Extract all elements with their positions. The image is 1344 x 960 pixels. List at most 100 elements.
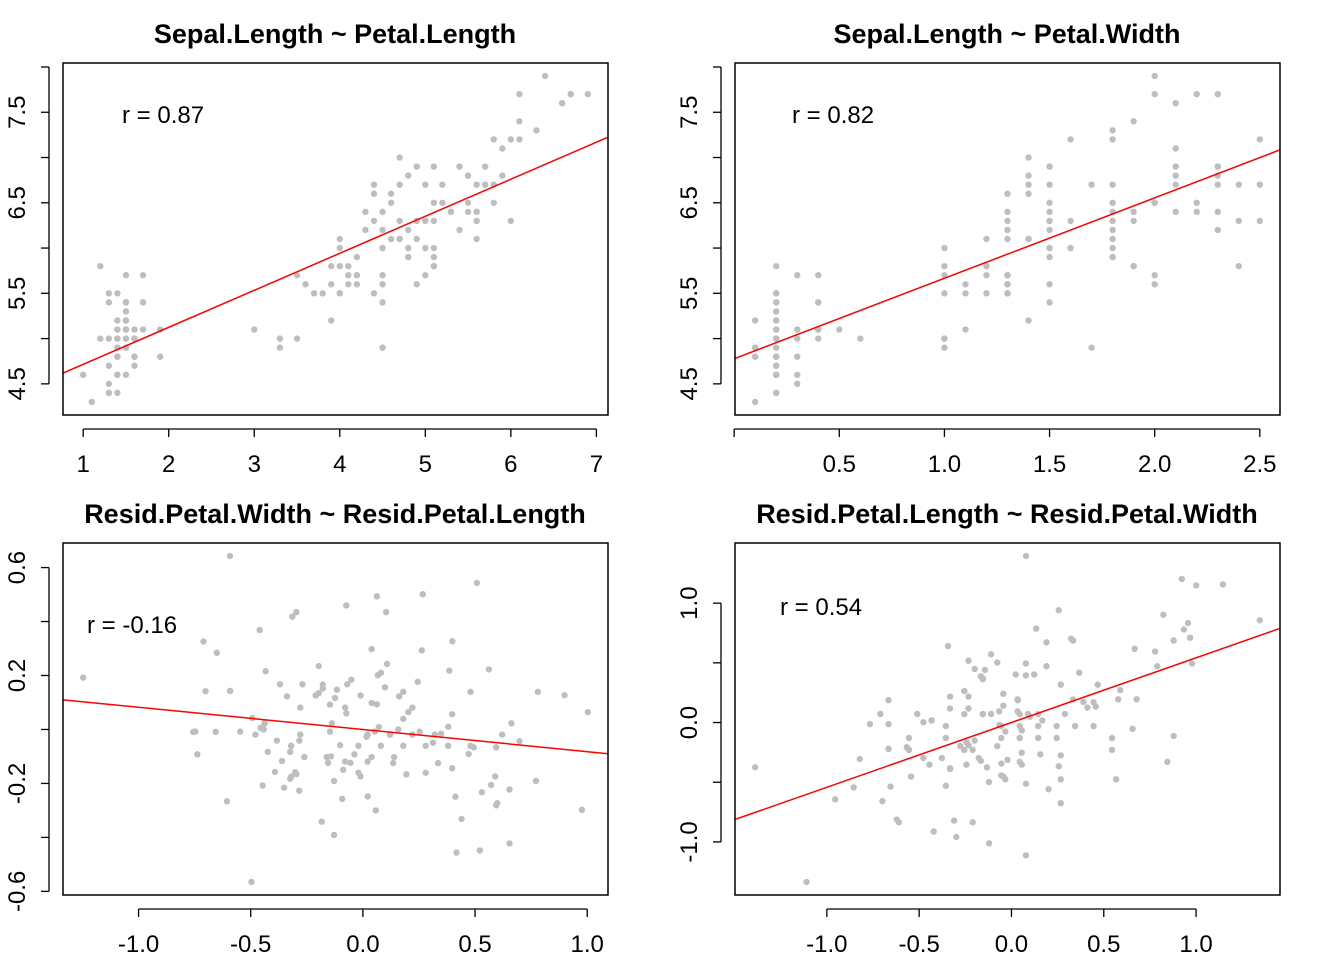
data-point <box>301 753 308 761</box>
data-point <box>1004 290 1011 297</box>
data-point <box>887 783 894 790</box>
data-point <box>1076 669 1083 676</box>
data-point <box>987 710 995 718</box>
data-point <box>381 684 389 691</box>
data-point <box>1000 690 1007 698</box>
data-point <box>362 208 369 216</box>
chart-title: Resid.Petal.Length ~ Resid.Petal.Width <box>756 499 1258 529</box>
data-point <box>941 244 948 252</box>
data-point <box>1112 776 1120 783</box>
data-point <box>1235 181 1242 188</box>
data-point <box>1193 199 1200 206</box>
data-point <box>131 335 138 342</box>
data-point <box>226 687 234 695</box>
x-tick-label: 1.0 <box>1179 931 1212 958</box>
data-points <box>79 552 592 886</box>
data-point <box>344 681 351 688</box>
data-point <box>370 181 378 188</box>
data-point <box>1067 244 1074 252</box>
data-point <box>1219 581 1227 588</box>
data-point <box>326 701 334 708</box>
data-point <box>1088 344 1095 351</box>
data-point <box>387 199 395 206</box>
data-point <box>941 262 948 270</box>
x-tick-label: 2.0 <box>1138 451 1171 478</box>
data-point <box>1193 208 1200 216</box>
data-point <box>409 704 416 711</box>
data-point <box>1133 696 1140 703</box>
data-point <box>336 262 343 270</box>
data-point <box>491 773 499 780</box>
data-point <box>1046 181 1053 188</box>
data-point <box>1092 703 1099 710</box>
data-point <box>998 772 1005 779</box>
data-point <box>449 765 456 772</box>
y-tick-label: 0.6 <box>4 551 31 584</box>
data-point <box>446 667 453 674</box>
data-point <box>379 272 386 279</box>
data-point <box>893 816 900 823</box>
data-point <box>1108 746 1116 754</box>
data-point <box>276 335 284 342</box>
y-tick-label: 5.5 <box>4 277 31 310</box>
data-point <box>467 688 474 696</box>
data-point <box>815 299 822 306</box>
data-point <box>370 190 378 197</box>
data-point <box>926 761 933 768</box>
data-point <box>465 750 472 758</box>
data-point <box>1016 734 1023 742</box>
data-point <box>1055 607 1062 614</box>
data-point <box>1109 244 1116 252</box>
data-point <box>508 720 515 727</box>
data-point <box>1004 226 1011 234</box>
regression-line <box>63 699 608 755</box>
data-point <box>885 745 892 753</box>
data-point <box>963 739 970 746</box>
data-point <box>79 674 87 681</box>
data-point <box>1053 734 1060 742</box>
data-point <box>422 769 429 776</box>
data-point <box>324 759 332 767</box>
data-point <box>1046 226 1053 234</box>
data-point <box>375 723 383 731</box>
data-point <box>1004 190 1011 197</box>
x-tick-label: -0.5 <box>230 931 271 958</box>
data-point <box>1151 90 1158 98</box>
data-point <box>492 744 500 751</box>
y-tick-label: -0.2 <box>4 763 31 804</box>
data-point <box>751 764 759 771</box>
data-point <box>405 708 412 716</box>
data-point <box>1109 226 1116 234</box>
data-point <box>1004 217 1011 225</box>
correlation-label: r = 0.82 <box>792 102 874 129</box>
data-point <box>348 676 355 683</box>
data-point <box>946 705 954 712</box>
data-point <box>815 335 822 342</box>
data-point <box>430 253 438 261</box>
data-point <box>1172 172 1179 179</box>
data-point <box>985 778 993 786</box>
panel-sepal-vs-petal-length: Sepal.Length ~ Petal.Length r = 0.87 1 2 3… <box>4 19 609 478</box>
data-point <box>276 681 284 688</box>
data-point <box>114 353 121 360</box>
data-point <box>476 847 484 854</box>
data-point <box>353 272 361 279</box>
data-point <box>422 742 429 750</box>
data-point <box>985 840 993 847</box>
data-point <box>251 326 258 333</box>
data-point <box>987 651 995 658</box>
data-point <box>351 751 358 758</box>
data-point <box>439 181 446 188</box>
data-point <box>122 335 130 342</box>
data-point <box>283 693 291 700</box>
data-point <box>773 353 780 360</box>
data-point <box>498 731 506 738</box>
data-point <box>961 687 968 695</box>
data-point <box>387 235 395 243</box>
data-point <box>449 711 456 718</box>
data-point <box>357 692 364 699</box>
data-point <box>1022 852 1030 859</box>
regression-line <box>735 149 1280 360</box>
data-point <box>1193 582 1200 589</box>
data-point <box>449 638 456 645</box>
